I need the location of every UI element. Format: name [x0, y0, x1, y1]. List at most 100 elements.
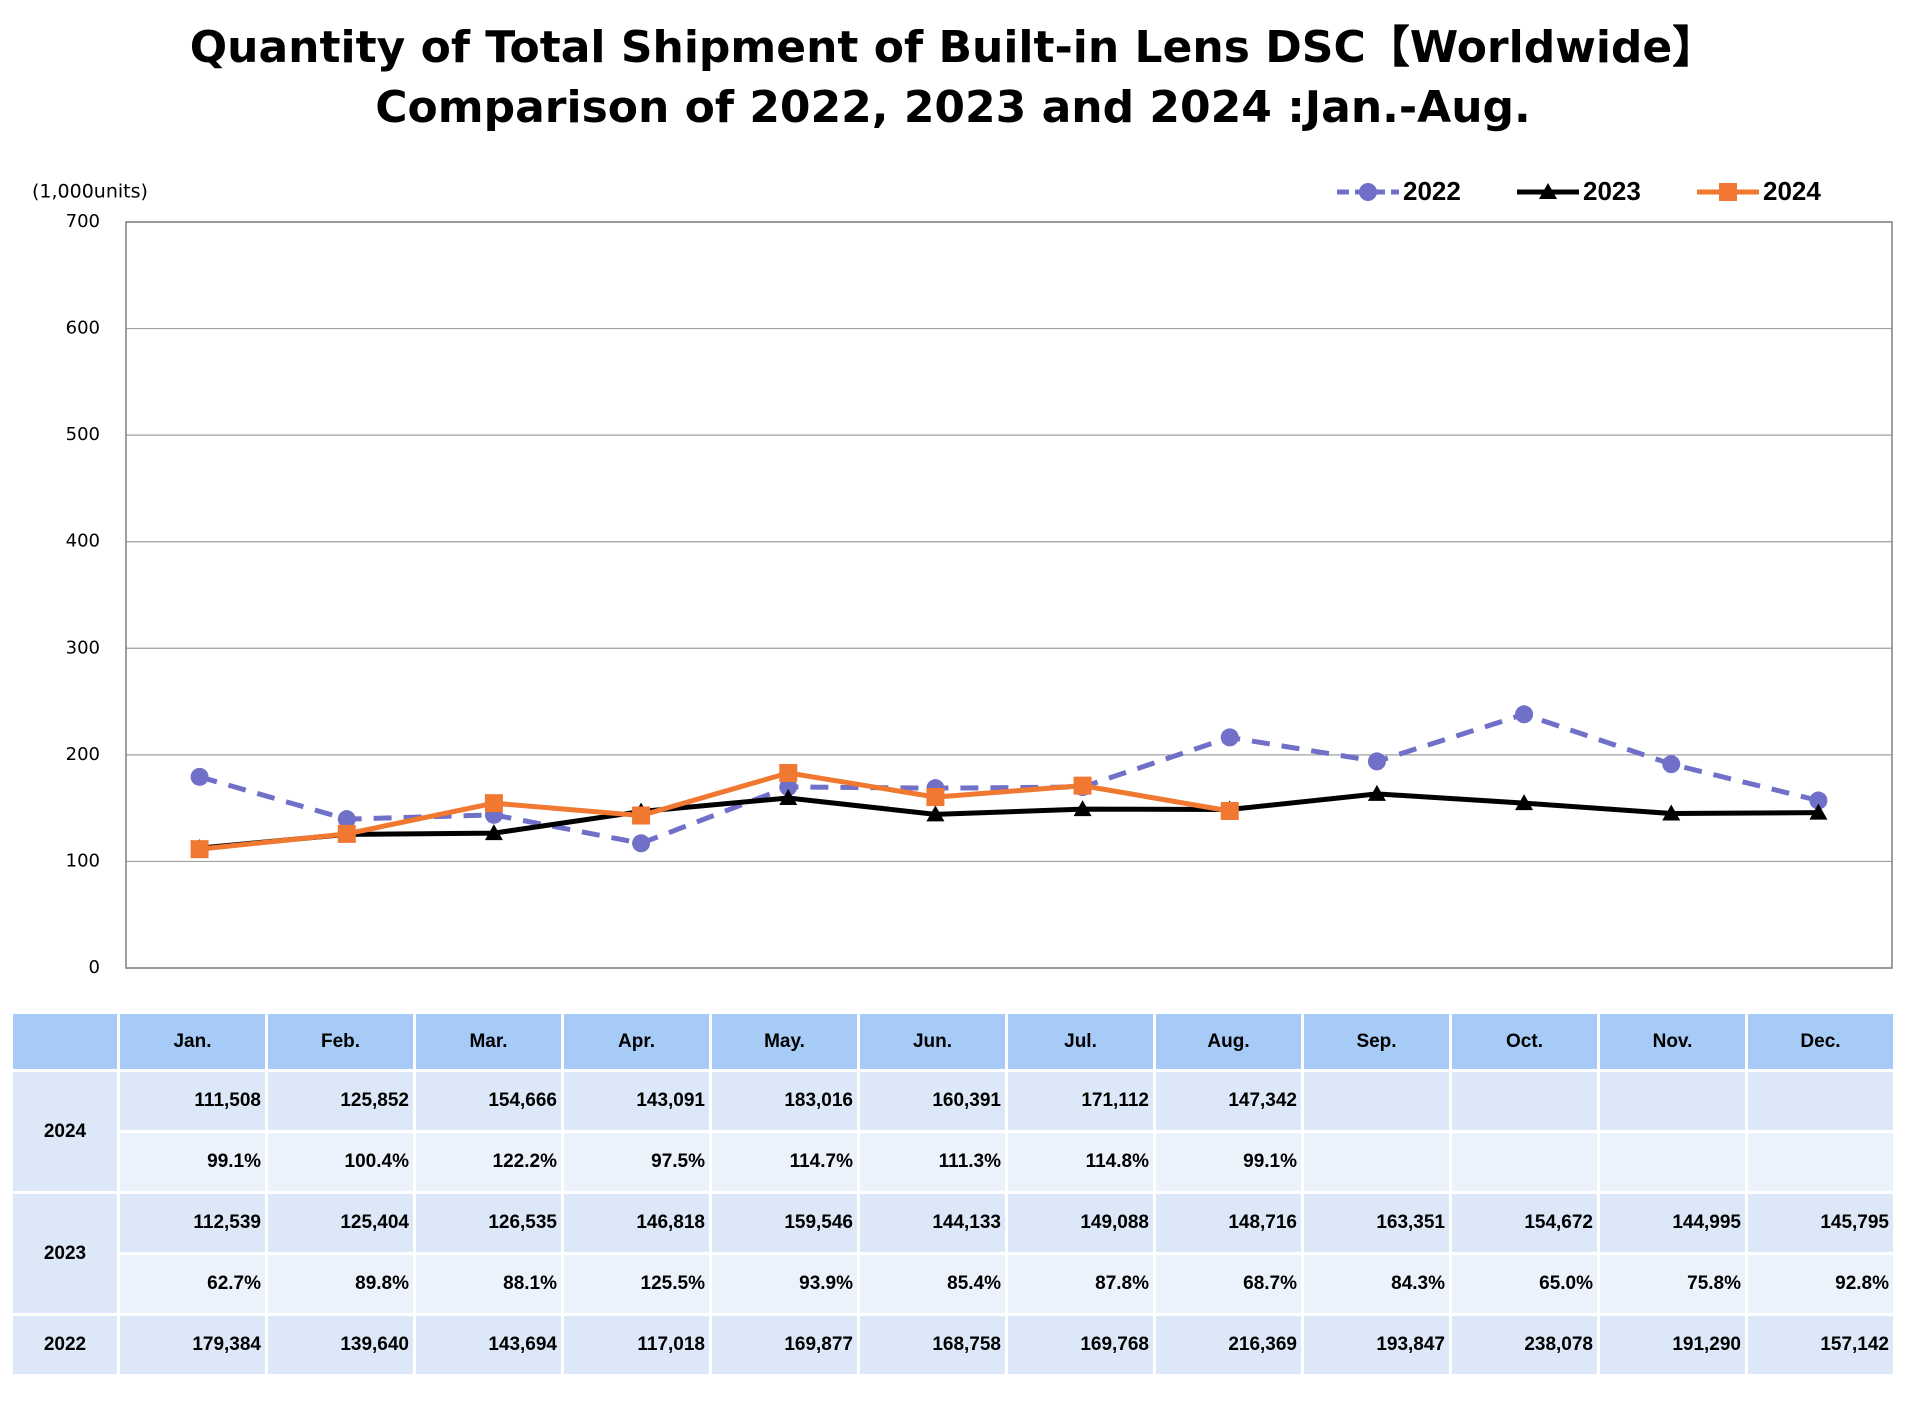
y-tick-label: 400 — [66, 531, 100, 552]
value-cell: 146,818 — [561, 1191, 712, 1255]
value-cell: 144,995 — [1597, 1191, 1748, 1255]
month-header: Dec. — [1745, 1011, 1896, 1072]
ratio-cell — [1745, 1130, 1896, 1194]
value-cell: 143,091 — [561, 1069, 712, 1133]
month-header: Aug. — [1153, 1011, 1304, 1072]
month-header: Jul. — [1005, 1011, 1156, 1072]
ratio-cell: 111.3% — [857, 1130, 1008, 1194]
month-header: Jan. — [117, 1011, 268, 1072]
value-cell: 160,391 — [857, 1069, 1008, 1133]
ratio-cell: 114.8% — [1005, 1130, 1156, 1194]
ratio-cell: 87.8% — [1005, 1252, 1156, 1316]
value-cell: 144,133 — [857, 1191, 1008, 1255]
y-tick-label: 0 — [89, 957, 100, 978]
marker — [779, 788, 798, 805]
marker — [337, 824, 356, 843]
marker — [484, 824, 503, 841]
value-cell: 125,852 — [265, 1069, 416, 1133]
chart: Quantity of Total Shipment of Built-in L… — [32, 22, 1893, 978]
y-tick-label: 500 — [66, 424, 100, 445]
value-cell: 179,384 — [117, 1313, 268, 1377]
ratio-cell: 122.2% — [413, 1130, 564, 1194]
ratio-cell — [1449, 1130, 1600, 1194]
ratio-cell: 85.4% — [857, 1252, 1008, 1316]
header-row: Jan. Feb. Mar. Apr. May. Jun. Jul. Aug. Sep. Oct.… — [10, 1011, 1896, 1072]
value-cell: 145,795 — [1745, 1191, 1896, 1255]
year-cell: 2022 — [10, 1313, 120, 1377]
value-cell — [1301, 1069, 1452, 1133]
ratio-cell: 84.3% — [1301, 1252, 1452, 1316]
ratio-cell: 89.8% — [265, 1252, 416, 1316]
value-cell: 111,508 — [117, 1069, 268, 1133]
value-cell: 183,016 — [709, 1069, 860, 1133]
marker — [779, 777, 798, 796]
ratio-cell: 65.0% — [1449, 1252, 1600, 1316]
value-cell — [1449, 1069, 1600, 1133]
marker — [779, 763, 798, 782]
value-row: 2022 179,384 139,640 143,694 117,018 169,877 1… — [10, 1313, 1896, 1377]
marker — [484, 794, 503, 813]
marker — [1367, 784, 1386, 801]
legend-marker — [1359, 183, 1377, 201]
value-cell: 171,112 — [1005, 1069, 1156, 1133]
value-cell: 148,716 — [1153, 1191, 1304, 1255]
value-cell: 193,847 — [1301, 1313, 1452, 1377]
ratio-row: 62.7% 89.8% 88.1% 125.5% 93.9% 85.4% 87.8% 68.7… — [12, 1252, 1896, 1316]
marker — [190, 840, 209, 859]
marker — [1073, 800, 1092, 817]
value-cell: 154,666 — [413, 1069, 564, 1133]
data-table: Jan. Feb. Mar. Apr. May. Jun. Jul. Aug. Sep. Oct.… — [10, 1011, 1896, 1377]
value-cell — [1745, 1069, 1896, 1133]
value-row: 2023 112,539 125,404 126,535 146,818 159,546 1… — [10, 1191, 1896, 1316]
series-line — [199, 770, 1231, 852]
marker — [1662, 804, 1681, 821]
marker — [1809, 803, 1828, 820]
marker — [1367, 752, 1386, 771]
value-cell: 169,877 — [709, 1313, 860, 1377]
y-tick-label: 100 — [66, 850, 100, 871]
legend-label: 2022 — [1403, 176, 1461, 206]
month-header: May. — [709, 1011, 860, 1072]
value-cell: 159,546 — [709, 1191, 860, 1255]
ratio-cell: 62.7% — [117, 1252, 268, 1316]
marker — [190, 767, 209, 786]
value-cell: 125,404 — [265, 1191, 416, 1255]
ratio-cell: 99.1% — [1153, 1130, 1304, 1194]
value-cell: 168,758 — [857, 1313, 1008, 1377]
ratio-cell: 75.8% — [1597, 1252, 1748, 1316]
ratio-cell: 88.1% — [413, 1252, 564, 1316]
month-header: Sep. — [1301, 1011, 1452, 1072]
value-cell: 154,672 — [1449, 1191, 1600, 1255]
marker — [1809, 791, 1828, 810]
value-cell: 163,351 — [1301, 1191, 1452, 1255]
value-cell: 157,142 — [1745, 1313, 1896, 1377]
y-tick-label: 300 — [66, 637, 100, 658]
value-row: 2024 111,508 125,852 154,666 143,091 183,016 1… — [10, 1069, 1896, 1194]
marker — [632, 834, 651, 853]
month-header: Jun. — [857, 1011, 1008, 1072]
series-line — [198, 711, 1820, 846]
y-axis-label: (1,000units) — [32, 181, 148, 203]
legend-label: 2024 — [1763, 176, 1821, 206]
ratio-cell: 97.5% — [561, 1130, 712, 1194]
ratio-cell: 125.5% — [561, 1252, 712, 1316]
marker — [1073, 776, 1092, 795]
y-tick-label: 700 — [66, 211, 100, 232]
month-header: Mar. — [413, 1011, 564, 1072]
ratio-cell: 92.8% — [1745, 1252, 1896, 1316]
value-cell: 139,640 — [265, 1313, 416, 1377]
value-cell: 216,369 — [1153, 1313, 1304, 1377]
ratio-cell — [1301, 1130, 1452, 1194]
marker — [926, 805, 945, 822]
ratio-cell: 114.7% — [709, 1130, 860, 1194]
month-header: Nov. — [1597, 1011, 1748, 1072]
marker — [1515, 705, 1534, 724]
value-cell: 169,768 — [1005, 1313, 1156, 1377]
value-cell: 117,018 — [561, 1313, 712, 1377]
year-cell: 2024 — [10, 1069, 120, 1194]
ratio-cell: 93.9% — [709, 1252, 860, 1316]
value-cell: 143,694 — [413, 1313, 564, 1377]
value-cell: 149,088 — [1005, 1191, 1156, 1255]
legend-label: 2023 — [1583, 176, 1641, 206]
